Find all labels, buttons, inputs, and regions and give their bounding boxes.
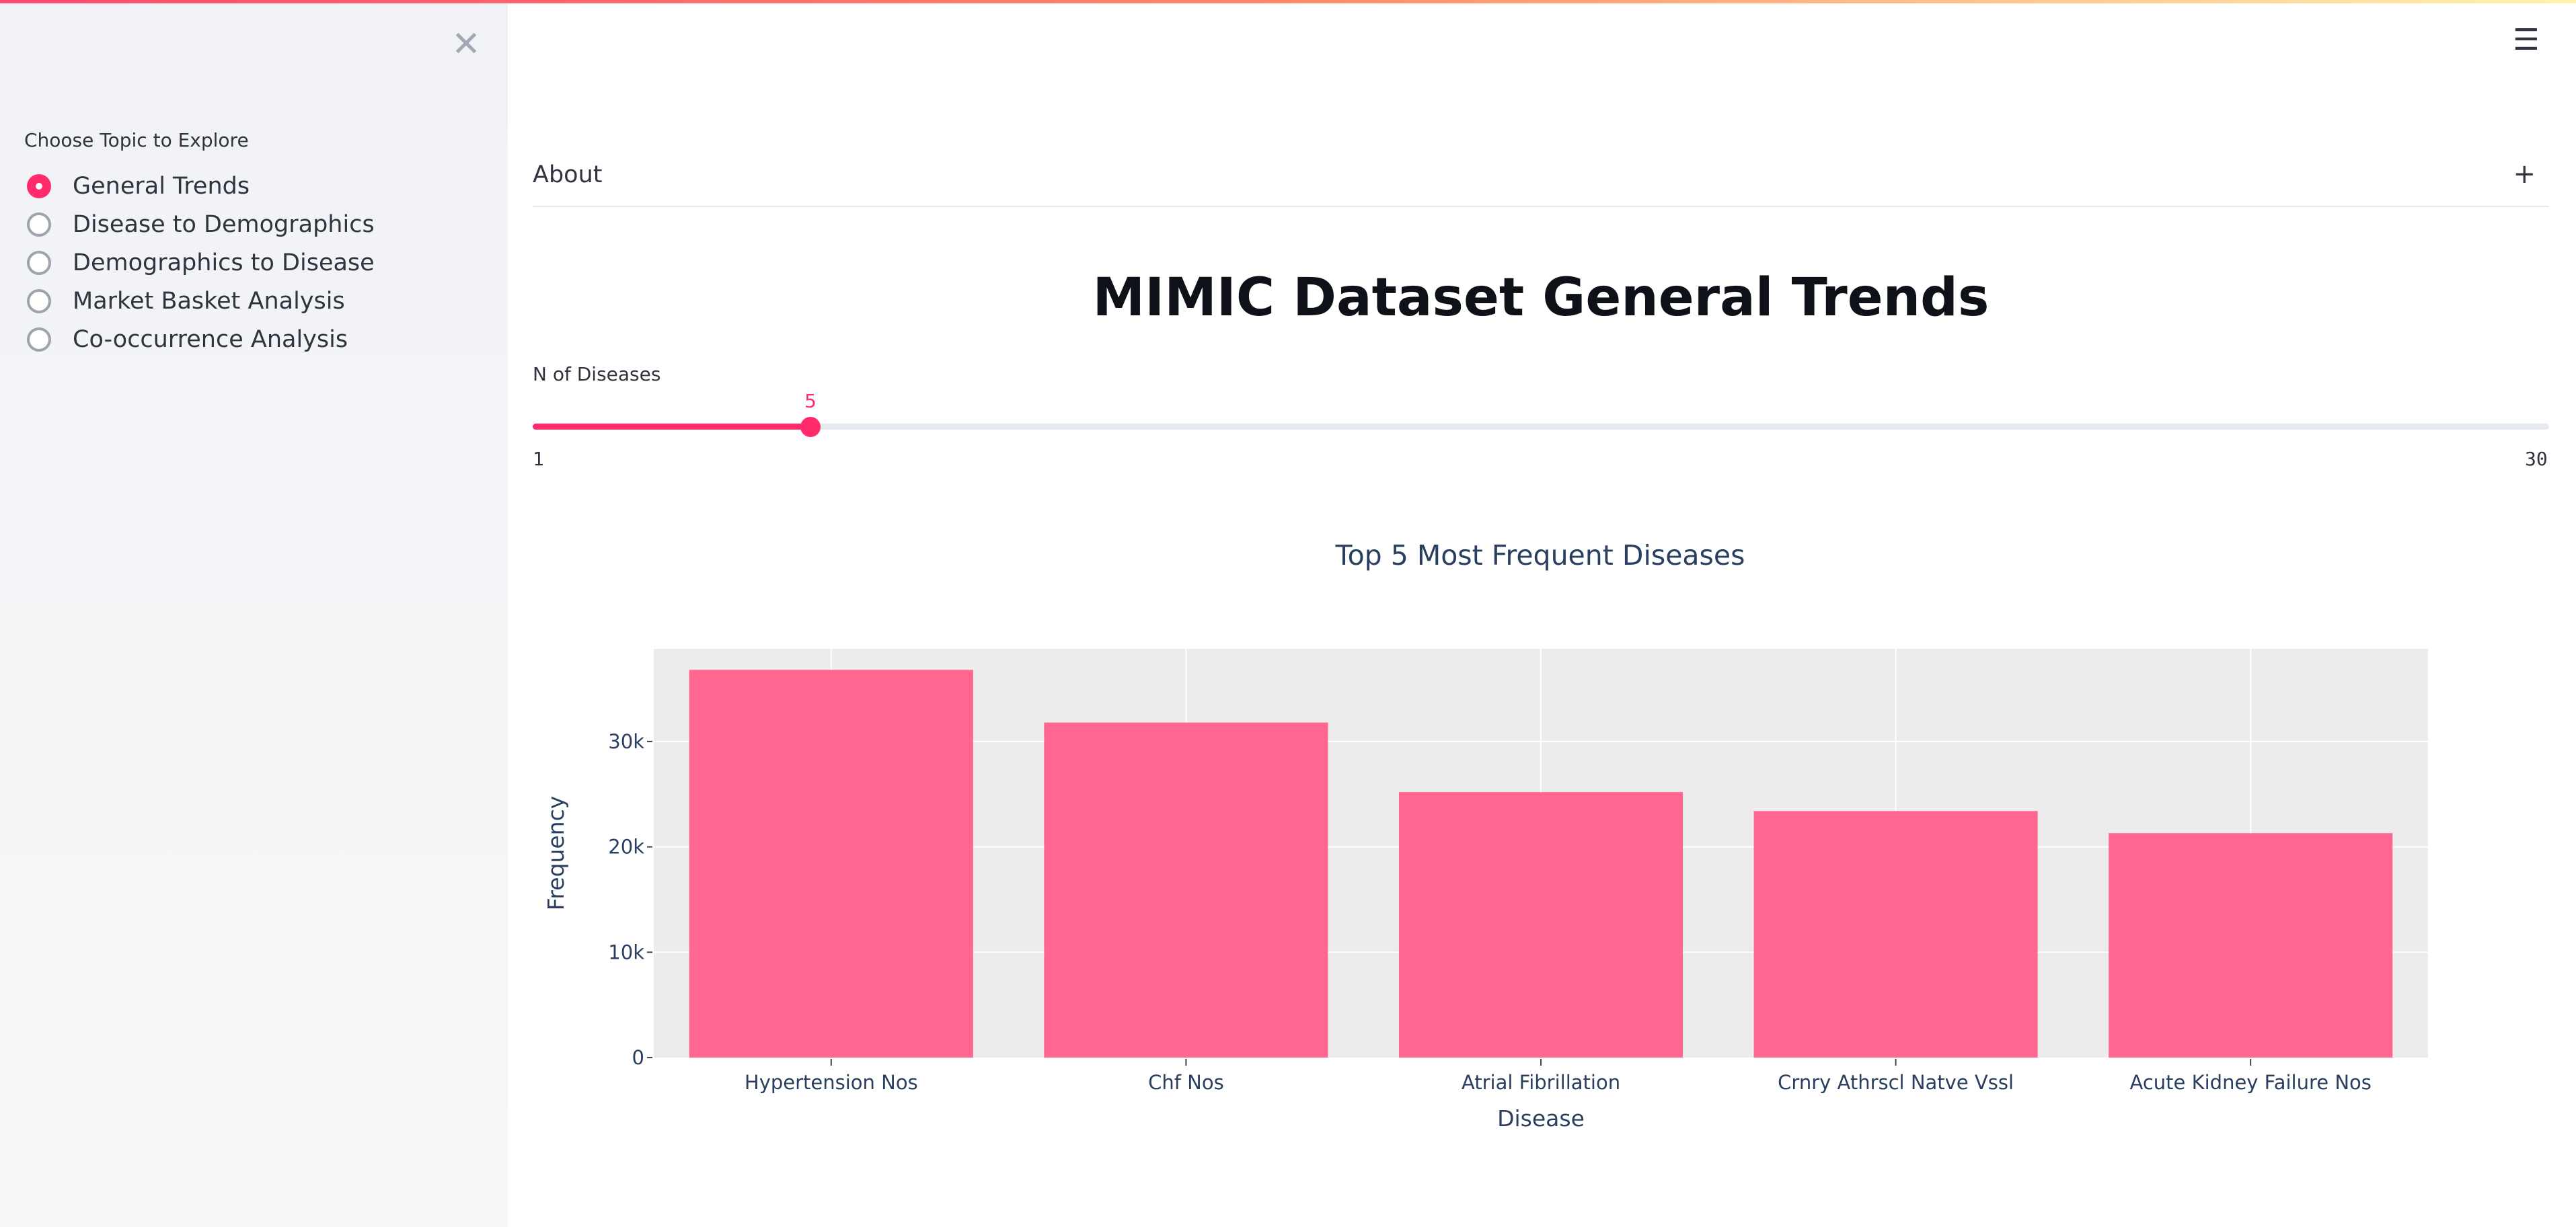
radio-option-label[interactable]: Market Basket Analysis xyxy=(73,287,345,315)
bar-crnry-athrscl-natve-vssl[interactable] xyxy=(1753,811,2038,1058)
radio-unselected-icon[interactable] xyxy=(27,250,51,275)
x-tick-label: Crnry Athrscl Natve Vssl xyxy=(1778,1071,2014,1094)
disease-frequency-bar-chart: Top 5 Most Frequent Diseases 0 10k 20k 30k H… xyxy=(543,539,2428,1132)
radio-unselected-icon[interactable] xyxy=(27,212,51,237)
y-tick-label: 0 xyxy=(632,1046,644,1069)
y-tick-label: 30k xyxy=(608,730,644,753)
x-axis-title: Disease xyxy=(1497,1105,1585,1132)
y-tick-label: 20k xyxy=(608,836,644,859)
close-icon[interactable]: ✕ xyxy=(451,24,481,65)
slider-track[interactable] xyxy=(533,424,2549,430)
radio-option-market-basket-analysis[interactable]: Market Basket Analysis xyxy=(27,282,375,320)
axes: 0 10k 20k 30k Hypertension Nos Chf Nos Atrial … xyxy=(608,730,2372,1094)
bar-hypertension-nos[interactable] xyxy=(689,670,973,1058)
radio-option-label[interactable]: Demographics to Disease xyxy=(73,249,375,276)
radio-option-demographics-to-disease[interactable]: Demographics to Disease xyxy=(27,243,375,282)
bars xyxy=(689,670,2393,1058)
x-tick-label: Chf Nos xyxy=(1148,1071,1224,1094)
radio-option-label[interactable]: Disease to Demographics xyxy=(73,210,375,238)
radio-selected-icon[interactable] xyxy=(27,173,51,198)
x-tick-label: Hypertension Nos xyxy=(745,1071,918,1094)
y-axis-title: Frequency xyxy=(543,796,569,910)
slider-label: N of Diseases xyxy=(533,363,661,385)
slider-fill[interactable] xyxy=(533,424,810,430)
about-expander-label[interactable]: About xyxy=(533,161,603,188)
page-title: MIMIC Dataset General Trends xyxy=(1092,268,1990,328)
topic-radio-group: General Trends Disease to Demographics D… xyxy=(27,167,375,358)
y-tick-label: 10k xyxy=(608,941,644,963)
radio-option-general-trends[interactable]: General Trends xyxy=(27,167,375,205)
slider-min-label: 1 xyxy=(533,448,544,470)
slider-max-label: 30 xyxy=(2525,448,2548,470)
top-decoration-stripe xyxy=(0,0,2576,3)
radio-unselected-icon[interactable] xyxy=(27,288,51,313)
radio-option-label[interactable]: General Trends xyxy=(73,172,250,200)
radio-option-co-occurrence-analysis[interactable]: Co-occurrence Analysis xyxy=(27,320,375,358)
slider-current-value: 5 xyxy=(804,390,817,412)
radio-option-label[interactable]: Co-occurrence Analysis xyxy=(73,325,348,353)
sidebar: ✕ Choose Topic to Explore General Trends… xyxy=(0,0,508,1227)
x-tick-label: Atrial Fibrillation xyxy=(1462,1071,1620,1094)
topic-radio-label: Choose Topic to Explore xyxy=(24,129,249,151)
bar-chf-nos[interactable] xyxy=(1044,722,1328,1058)
radio-unselected-icon[interactable] xyxy=(27,327,51,352)
radio-option-disease-to-demographics[interactable]: Disease to Demographics xyxy=(27,205,375,243)
chart-title: Top 5 Most Frequent Diseases xyxy=(1335,539,1745,571)
slider-thumb[interactable] xyxy=(800,417,821,437)
about-expander[interactable]: About + xyxy=(533,159,2549,207)
hamburger-menu-icon[interactable]: ☰ xyxy=(2513,23,2540,57)
bar-acute-kidney-failure-nos[interactable] xyxy=(2109,833,2393,1058)
x-tick-label: Acute Kidney Failure Nos xyxy=(2130,1071,2372,1094)
plus-icon[interactable]: + xyxy=(2513,159,2536,190)
bar-atrial-fibrillation[interactable] xyxy=(1398,792,1683,1058)
